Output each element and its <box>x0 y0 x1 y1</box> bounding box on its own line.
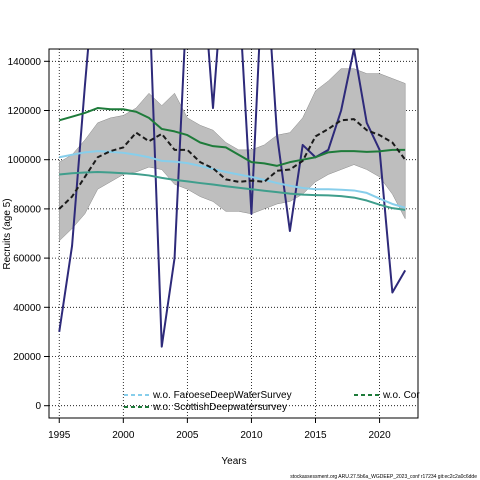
x-tick-label-2: 2005 <box>176 430 199 441</box>
y-tick-label-6: 120000 <box>8 106 42 117</box>
y-tick-label-2: 40000 <box>13 303 41 314</box>
legend-label-faroese: w.o. FaroeseDeepWaterSurvey <box>152 390 292 401</box>
x-tick-label-0: 1995 <box>48 430 71 441</box>
legend-label-cor: w.o. Cor <box>382 390 420 401</box>
y-axis: 0 20000 40000 60000 80000 100000 120000 140000 <box>8 57 49 412</box>
x-tick-label-1: 2000 <box>112 430 135 441</box>
series-line-3 <box>58 107 406 167</box>
y-tick-label-5: 100000 <box>8 155 42 166</box>
x-tick-label-5: 2020 <box>368 430 391 441</box>
confidence-band <box>59 68 406 242</box>
legend: w.o. FaroeseDeepWaterSurvey w.o. Scottis… <box>124 390 420 413</box>
y-tick-label-1: 20000 <box>13 352 41 363</box>
y-tick-label-3: 60000 <box>13 254 41 265</box>
x-axis-title: Years <box>221 456 246 467</box>
legend-label-scottish: w.o. ScottishDeepwatersurvey <box>152 402 287 413</box>
series-line-2 <box>59 150 406 209</box>
x-tick-label-4: 2015 <box>304 430 327 441</box>
confidence-band-layer <box>59 68 406 242</box>
x-tick-label-3: 2010 <box>240 430 263 441</box>
y-tick-label-0: 0 <box>35 401 41 412</box>
series-line-4 <box>58 118 406 210</box>
y-axis-title: Recruits (age 5) <box>2 198 13 269</box>
series-layer <box>58 49 407 348</box>
series-line-0 <box>58 49 407 348</box>
y-tick-label-4: 80000 <box>13 204 41 215</box>
footnote: stockassessment.org ARU.27.5b6a_WGDEEP_2… <box>290 474 477 480</box>
series-line-1 <box>59 171 406 211</box>
plot-frame <box>48 48 419 419</box>
x-axis: 1995 2000 2005 2010 2015 2020 <box>48 418 391 441</box>
y-tick-label-7: 140000 <box>8 57 42 68</box>
